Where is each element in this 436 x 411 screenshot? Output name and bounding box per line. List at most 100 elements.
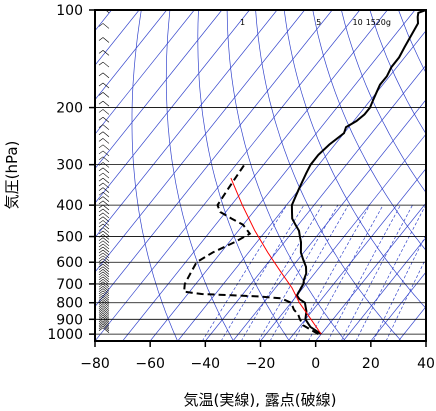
wind-barb-flag [98,187,104,191]
wind-barb-flag [98,100,104,105]
wind-barb-flag [98,240,104,245]
wind-barb [102,274,110,280]
wind-barb [102,237,110,243]
wind-barb [102,23,110,29]
wind-barb [102,182,110,189]
x-tick-label: 20 [362,356,380,372]
wind-barb [102,307,110,313]
dry-adiabat-line [131,10,178,341]
mixing-ratio-line [340,204,413,341]
wind-barb [102,61,110,68]
wind-barb [102,82,110,89]
wind-barb-flag [98,283,104,288]
wind-barb-flag [98,286,104,290]
isotherm-line [315,202,426,341]
wind-barb-flag [98,322,104,326]
wind-barb-flag [98,212,104,217]
x-tick-label: −40 [191,356,221,372]
x-axis: −80 −60 −40 −20 0 20 40 [80,341,435,372]
wind-barb [102,325,110,332]
mixing-ratio-line [293,204,371,341]
wind-barb-flag [98,61,104,66]
isotherm-line [95,10,361,341]
y-tick-label: 1000 [47,327,83,343]
wind-barb-flag [98,172,104,177]
wind-barb [102,266,110,272]
wind-barb-flag [98,237,104,241]
wind-barb-flag [98,177,104,182]
mixing-ratio-line [385,257,426,341]
isotherm-line [177,30,426,341]
wind-barb-flag [98,37,104,41]
y-tick-label: 300 [56,158,83,174]
wind-barb-flag [98,324,104,328]
wind-barb-flag [98,216,104,220]
isotherm-line [260,133,426,341]
dry-adiabat-line [255,10,402,341]
wind-barb-flag [98,150,104,155]
isotherm-line [95,10,250,204]
wind-barb [102,240,110,247]
wind-barb [102,131,110,137]
x-tick-label: 40 [417,356,435,372]
wind-barb [102,196,110,202]
wind-barb [102,286,110,292]
wind-barb [102,313,110,319]
wind-barb-flag [98,307,104,311]
isotherm-line [122,10,388,341]
wind-barb [102,318,110,325]
dewpoint-line [183,164,319,335]
isotherm-line [425,340,426,341]
wind-barb [102,124,110,130]
wind-barb [102,187,110,193]
wind-barb [102,223,110,230]
wind-barb-flag [98,314,104,319]
wind-barb [102,172,110,179]
y-tick-label: 100 [56,3,83,19]
wind-barb [102,243,110,250]
wind-barb-flag [98,144,104,149]
wind-barb [102,305,110,311]
wind-barb-flag [98,309,104,313]
wind-barb [102,92,110,98]
wind-barb [102,100,110,107]
wind-barb [102,279,110,285]
wind-barb [102,156,110,163]
mixing-ratio-line [220,204,305,341]
isotherm-line [95,10,167,101]
y-tick-label: 600 [56,255,83,271]
dry-adiabat-line [312,10,426,252]
wind-barb-flag [98,124,104,128]
wind-barb-flag [98,266,104,270]
isotherm-line [95,10,195,135]
wind-barb [102,290,110,297]
isotherm-line [95,10,305,273]
isotherm-line [95,10,278,239]
wind-barb-flag [98,327,104,331]
wind-barb-flag [98,182,104,187]
isotherm-line [149,10,416,341]
wind-barb-flag [98,117,104,121]
wind-barb-flag [98,311,104,315]
wind-barb-flag [98,249,104,254]
wind-barb-flag [98,269,104,273]
wind-barb-flag [98,208,104,213]
wind-barb-flag [98,258,104,262]
wind-barb [102,191,110,198]
wind-barb-flag [98,292,104,297]
parcel-line [230,177,322,335]
x-tick-label: −80 [80,356,110,372]
wind-barb-flag [98,243,104,248]
dry-adiabat-line [165,10,234,341]
mixing-ratio-line [355,204,426,341]
wind-barb-flag [98,305,104,309]
mixing-ratio-line [202,204,287,341]
mixing-ratio-line [308,204,384,341]
wind-barb [102,249,110,256]
y-tick-label: 700 [56,277,83,293]
profile-lines [183,10,426,335]
wind-barb-flag [98,196,104,200]
mixing-ratio-labels: 1 5 10 15 20g [240,18,391,27]
wind-barb [102,255,110,262]
